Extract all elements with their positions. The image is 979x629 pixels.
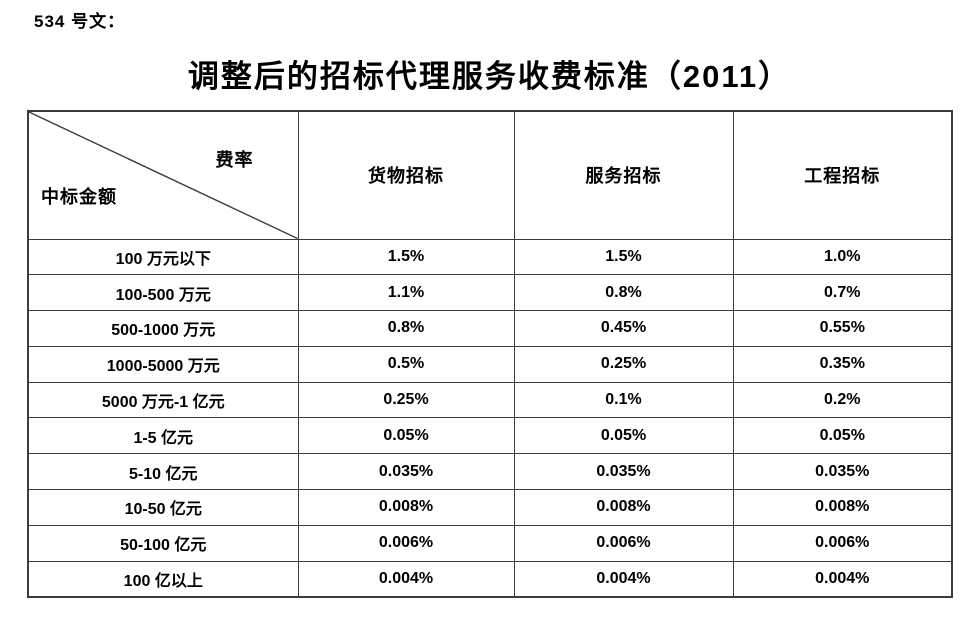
rate-cell: 0.008%: [297, 489, 515, 526]
row-label-cell: 50-100 亿元: [27, 524, 299, 562]
rate-cell: 0.05%: [732, 417, 953, 455]
header-row: 费率 中标金额 货物招标 服务招标 工程招标: [27, 110, 953, 240]
corner-label-rate: 费率: [215, 150, 254, 170]
rate-cell: 0.035%: [732, 453, 953, 491]
rate-cell: 0.004%: [732, 560, 953, 598]
rate-cell: 0.55%: [732, 310, 953, 347]
rate-cell: 1.5%: [513, 238, 734, 276]
rate-cell: 0.008%: [732, 489, 953, 526]
row-label-cell: 5-10 亿元: [27, 453, 299, 491]
rate-cell: 0.006%: [297, 524, 515, 562]
row-label-cell: 1000-5000 万元: [27, 345, 299, 383]
column-header-engineering: 工程招标: [732, 110, 953, 240]
rate-cell: 0.004%: [297, 560, 515, 598]
rate-cell: 1.1%: [297, 274, 515, 312]
rate-cell: 0.008%: [513, 489, 734, 526]
column-header-goods: 货物招标: [297, 110, 515, 240]
page-title: 调整后的招标代理服务收费标准（2011）: [187, 59, 792, 94]
doc-ref-label: 534 号文：: [34, 12, 126, 31]
rate-cell: 0.1%: [513, 381, 734, 419]
rate-cell: 0.2%: [732, 381, 953, 419]
row-label-cell: 100 亿以上: [27, 560, 299, 598]
rate-cell: 0.006%: [732, 524, 953, 562]
fee-rate-table: 费率 中标金额 货物招标 服务招标 工程招标 100 万元以下 1.5% 1.5…: [27, 110, 953, 598]
table-row: 1-5 亿元 0.05% 0.05% 0.05%: [27, 417, 953, 455]
table-row: 50-100 亿元 0.006% 0.006% 0.006%: [27, 524, 953, 562]
rate-cell: 0.5%: [297, 345, 515, 383]
table-row: 5-10 亿元 0.035% 0.035% 0.035%: [27, 453, 953, 491]
rate-cell: 0.7%: [732, 274, 953, 312]
table-row: 100-500 万元 1.1% 0.8% 0.7%: [27, 274, 953, 312]
rate-cell: 0.8%: [513, 274, 734, 312]
rate-cell: 0.006%: [513, 524, 734, 562]
rate-cell: 0.45%: [513, 310, 734, 347]
row-label-cell: 100-500 万元: [27, 274, 299, 312]
diagonal-divider-line: [29, 112, 298, 239]
table-row: 100 万元以下 1.5% 1.5% 1.0%: [27, 238, 953, 276]
corner-label-bid-amount: 中标金额: [41, 186, 117, 207]
rate-cell: 0.035%: [513, 453, 734, 491]
row-label-cell: 500-1000 万元: [27, 310, 299, 347]
table-row: 10-50 亿元 0.008% 0.008% 0.008%: [27, 489, 953, 526]
row-label-cell: 10-50 亿元: [27, 489, 299, 526]
table-row: 500-1000 万元 0.8% 0.45% 0.55%: [27, 310, 953, 347]
table-row: 100 亿以上 0.004% 0.004% 0.004%: [27, 560, 953, 598]
rate-cell: 1.0%: [732, 238, 953, 276]
rate-cell: 0.8%: [297, 310, 515, 347]
row-label-cell: 5000 万元-1 亿元: [27, 381, 299, 419]
row-label-cell: 1-5 亿元: [27, 417, 299, 455]
table-row: 1000-5000 万元 0.5% 0.25% 0.35%: [27, 345, 953, 383]
rate-cell: 0.25%: [297, 381, 515, 419]
rate-cell: 0.05%: [297, 417, 515, 455]
rate-cell: 1.5%: [297, 238, 515, 276]
row-label-cell: 100 万元以下: [27, 238, 299, 276]
rate-cell: 0.25%: [513, 345, 734, 383]
rate-cell: 0.05%: [513, 417, 734, 455]
column-header-services: 服务招标: [513, 110, 734, 240]
rate-cell: 0.004%: [513, 560, 734, 598]
rate-cell: 0.035%: [297, 453, 515, 491]
table-row: 5000 万元-1 亿元 0.25% 0.1% 0.2%: [27, 381, 953, 419]
rate-cell: 0.35%: [732, 345, 953, 383]
diagonal-corner-cell: 费率 中标金额: [27, 110, 299, 240]
